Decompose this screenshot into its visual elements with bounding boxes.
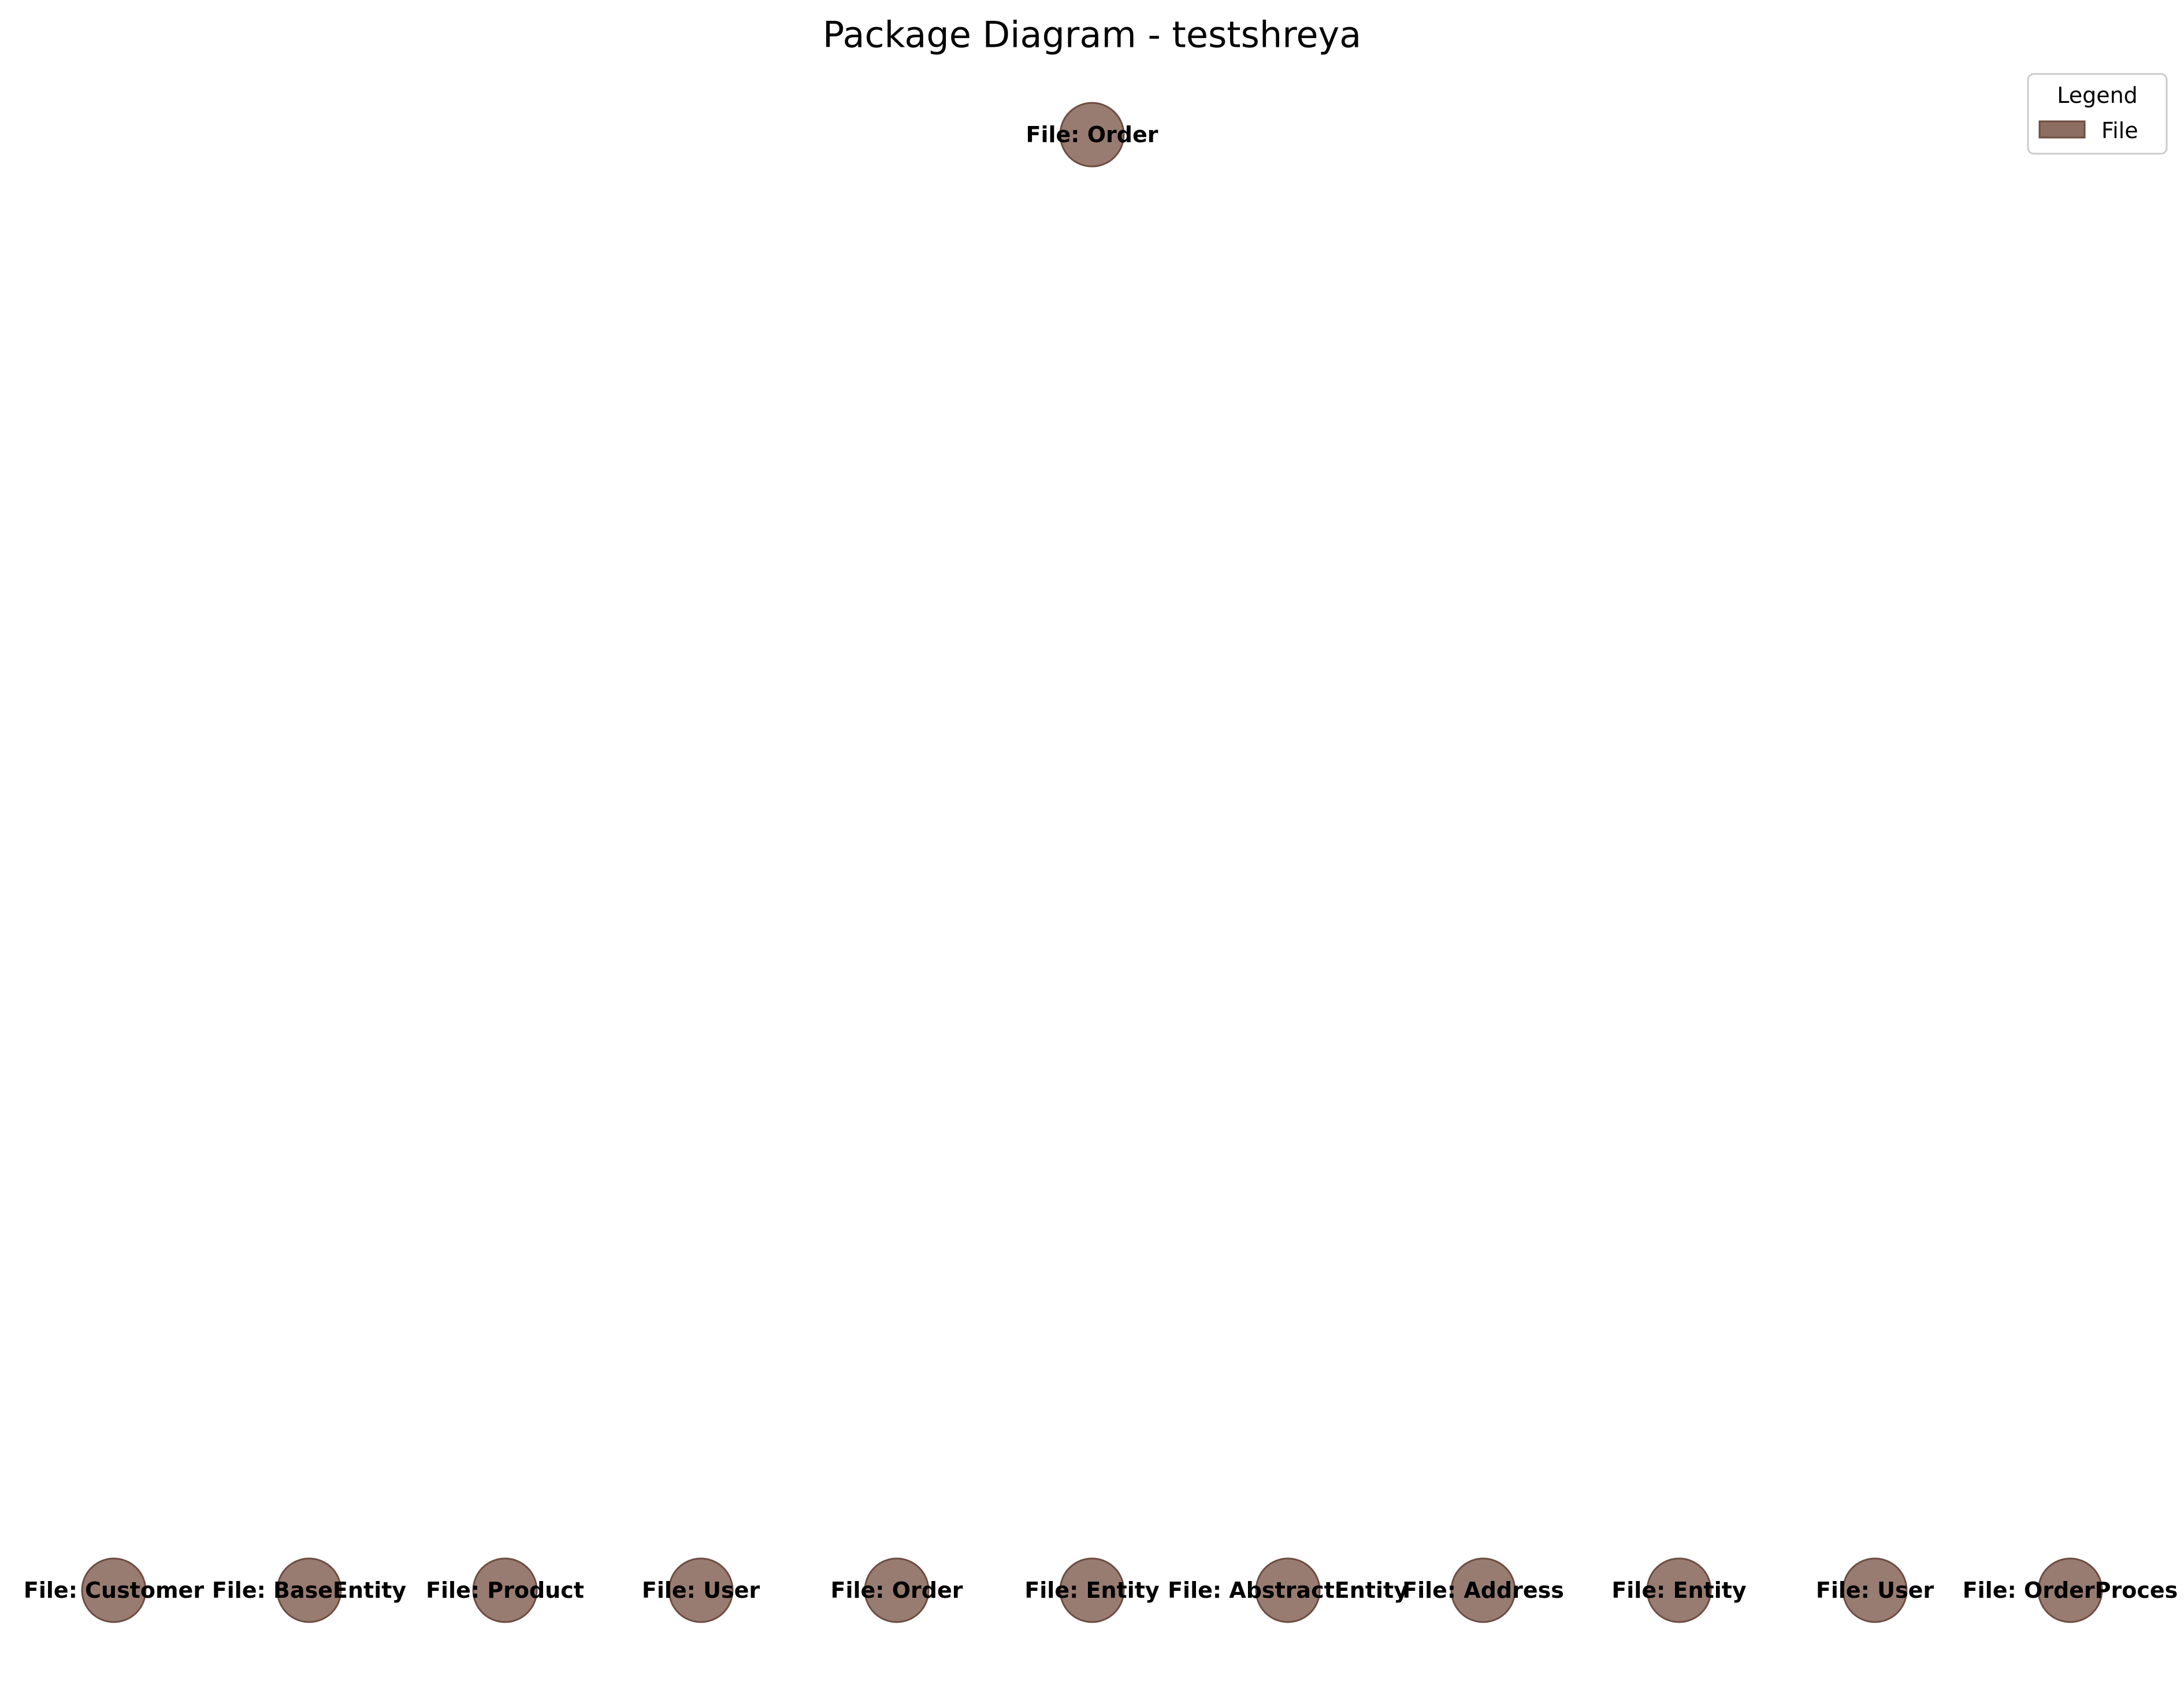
file-node-label: File: BaseEntity (212, 1578, 407, 1603)
file-node-circle (864, 1557, 930, 1623)
file-node-circle (276, 1557, 342, 1623)
file-node-label: File: Entity (1611, 1578, 1747, 1603)
file-node-circle (1059, 1557, 1125, 1623)
file-node: File: AbstractEntity (1168, 1557, 1408, 1623)
file-node-label: File: User (642, 1578, 760, 1603)
file-node: File: OrderProces (1963, 1557, 2178, 1623)
file-node: File: Customer (24, 1557, 204, 1623)
nodes-layer: File: Order File: Customer File: BaseEntit… (24, 102, 2178, 1623)
file-node-circle (81, 1557, 147, 1623)
file-node-label: File: Order (831, 1578, 963, 1603)
file-node-circle (1450, 1557, 1516, 1623)
file-node-label: File: Customer (24, 1578, 204, 1603)
legend-swatch-file (2038, 120, 2086, 139)
file-node-label: File: AbstractEntity (1168, 1578, 1408, 1603)
file-node-circle (1255, 1557, 1321, 1623)
file-node-label: File: Address (1402, 1578, 1564, 1603)
file-node-circle (1646, 1557, 1712, 1623)
file-node-label: File: Order (1026, 122, 1158, 147)
file-node-label: File: Product (426, 1578, 584, 1603)
legend-title: Legend (2057, 83, 2138, 108)
file-node-circle (1842, 1557, 1908, 1623)
file-node: File: Order (831, 1557, 963, 1623)
file-node: File: Product (426, 1557, 584, 1623)
file-node: File: Address (1402, 1557, 1564, 1623)
file-node: File: User (1816, 1557, 1934, 1623)
legend-label-file: File (2101, 118, 2138, 143)
diagram-title: Package Diagram - testshreya (823, 14, 1361, 56)
file-node-circle (668, 1557, 734, 1623)
file-node: File: BaseEntity (212, 1557, 407, 1623)
file-node-circle (472, 1557, 538, 1623)
file-node-circle (1059, 102, 1125, 168)
file-node: File: User (642, 1557, 760, 1623)
file-node-circle (2037, 1557, 2103, 1623)
file-node-label: File: OrderProces (1963, 1578, 2178, 1603)
file-node: File: Order (1026, 102, 1158, 168)
file-node: File: Entity (1024, 1557, 1160, 1623)
file-node-label: File: User (1816, 1578, 1934, 1603)
legend: Legend File (2027, 73, 2168, 155)
file-node: File: Entity (1611, 1557, 1747, 1623)
file-node-label: File: Entity (1024, 1578, 1160, 1603)
